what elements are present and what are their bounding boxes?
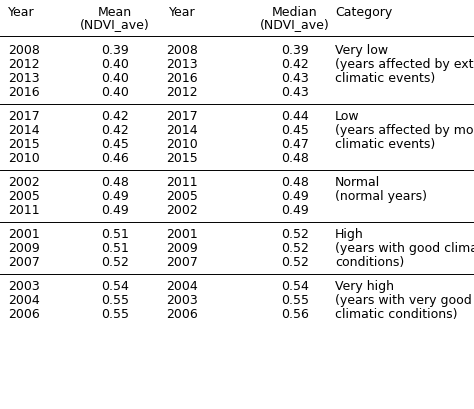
Text: 0.55: 0.55 [101,294,129,307]
Text: 2005: 2005 [8,190,40,203]
Text: 0.54: 0.54 [281,280,309,293]
Text: 2004: 2004 [8,294,40,307]
Text: conditions): conditions) [335,256,404,269]
Text: 0.49: 0.49 [281,190,309,203]
Text: 0.49: 0.49 [281,204,309,217]
Text: 0.52: 0.52 [281,228,309,241]
Text: 2003: 2003 [8,280,40,293]
Text: Very high: Very high [335,280,394,293]
Text: 2003: 2003 [166,294,198,307]
Text: (years affected by extreme: (years affected by extreme [335,58,474,71]
Text: 2017: 2017 [166,110,198,123]
Text: 0.44: 0.44 [281,110,309,123]
Text: 2016: 2016 [166,72,198,85]
Text: 2017: 2017 [8,110,40,123]
Text: 2009: 2009 [8,242,40,255]
Text: (years affected by moderate: (years affected by moderate [335,124,474,137]
Text: 2002: 2002 [8,176,40,189]
Text: 0.42: 0.42 [101,110,129,123]
Text: 0.39: 0.39 [281,44,309,57]
Text: 2015: 2015 [166,152,198,165]
Text: 2013: 2013 [8,72,40,85]
Text: 2005: 2005 [166,190,198,203]
Text: 0.51: 0.51 [101,242,129,255]
Text: 2012: 2012 [8,58,40,71]
Text: 2007: 2007 [8,256,40,269]
Text: Mean: Mean [98,6,132,19]
Text: 0.55: 0.55 [101,308,129,321]
Text: (years with very good: (years with very good [335,294,472,307]
Text: 2014: 2014 [8,124,40,137]
Text: 2002: 2002 [166,204,198,217]
Text: 0.52: 0.52 [281,256,309,269]
Text: 2011: 2011 [8,204,40,217]
Text: Normal: Normal [335,176,380,189]
Text: 0.52: 0.52 [281,242,309,255]
Text: (NDVI_ave): (NDVI_ave) [80,18,150,31]
Text: 0.52: 0.52 [101,256,129,269]
Text: 0.49: 0.49 [101,204,129,217]
Text: 2016: 2016 [8,86,40,99]
Text: 2012: 2012 [166,86,198,99]
Text: 2011: 2011 [166,176,198,189]
Text: 2015: 2015 [8,138,40,151]
Text: 2010: 2010 [8,152,40,165]
Text: 2008: 2008 [166,44,198,57]
Text: 0.40: 0.40 [101,58,129,71]
Text: climatic events): climatic events) [335,72,435,85]
Text: 2001: 2001 [8,228,40,241]
Text: 0.49: 0.49 [101,190,129,203]
Text: 0.54: 0.54 [101,280,129,293]
Text: Median: Median [272,6,318,19]
Text: 2014: 2014 [166,124,198,137]
Text: 0.45: 0.45 [101,138,129,151]
Text: 0.48: 0.48 [281,152,309,165]
Text: 2009: 2009 [166,242,198,255]
Text: 2010: 2010 [166,138,198,151]
Text: Very low: Very low [335,44,388,57]
Text: 0.40: 0.40 [101,86,129,99]
Text: climatic conditions): climatic conditions) [335,308,457,321]
Text: (NDVI_ave): (NDVI_ave) [260,18,330,31]
Text: 0.48: 0.48 [281,176,309,189]
Text: Low: Low [335,110,360,123]
Text: 0.55: 0.55 [281,294,309,307]
Text: Category: Category [335,6,392,19]
Text: 0.39: 0.39 [101,44,129,57]
Text: 2004: 2004 [166,280,198,293]
Text: (normal years): (normal years) [335,190,427,203]
Text: 0.43: 0.43 [281,72,309,85]
Text: 0.46: 0.46 [101,152,129,165]
Text: 2006: 2006 [166,308,198,321]
Text: 2013: 2013 [166,58,198,71]
Text: 2008: 2008 [8,44,40,57]
Text: 0.48: 0.48 [101,176,129,189]
Text: 0.45: 0.45 [281,124,309,137]
Text: 0.51: 0.51 [101,228,129,241]
Text: 0.42: 0.42 [101,124,129,137]
Text: 2007: 2007 [166,256,198,269]
Text: (years with good climatic: (years with good climatic [335,242,474,255]
Text: Year: Year [8,6,35,19]
Text: 0.40: 0.40 [101,72,129,85]
Text: 0.42: 0.42 [281,58,309,71]
Text: 0.47: 0.47 [281,138,309,151]
Text: 0.43: 0.43 [281,86,309,99]
Text: 2001: 2001 [166,228,198,241]
Text: Year: Year [169,6,195,19]
Text: climatic events): climatic events) [335,138,435,151]
Text: High: High [335,228,364,241]
Text: 0.56: 0.56 [281,308,309,321]
Text: 2006: 2006 [8,308,40,321]
